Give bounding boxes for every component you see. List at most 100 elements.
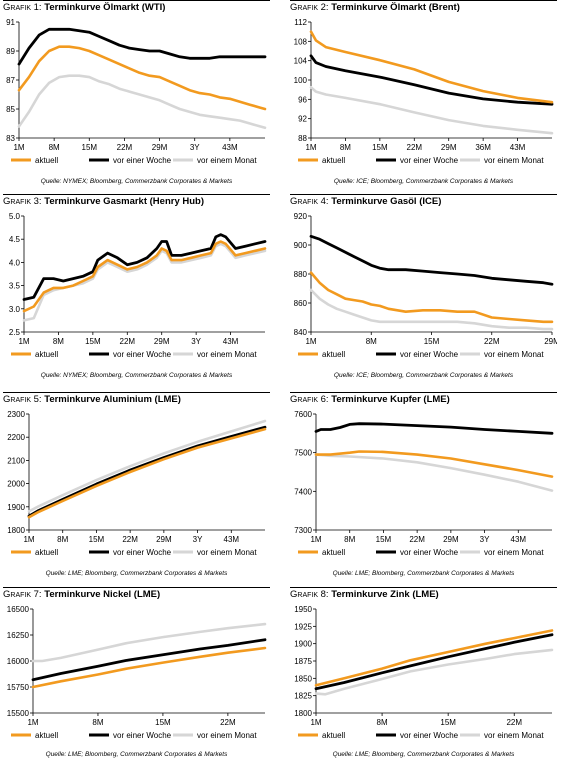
y-tick-label: 2.5 bbox=[9, 328, 21, 337]
y-tick-label: 1900 bbox=[294, 640, 312, 649]
y-tick-label: 1925 bbox=[294, 622, 312, 631]
legend-label: vor einer Woche bbox=[113, 548, 172, 557]
chart-title: Grafik 1: Terminkurve Ölmarkt (WTI) bbox=[3, 2, 165, 13]
legend-label: aktuell bbox=[35, 731, 58, 740]
legend-label: vor einer Woche bbox=[400, 156, 459, 165]
x-tick-label: 15M bbox=[376, 535, 392, 544]
chart-source: Quelle: ICE; Bloomberg, Commerzbank Corp… bbox=[333, 178, 514, 185]
x-tick-label: 29M bbox=[443, 535, 459, 544]
chart-panel-gasoil: Grafik 4: Terminkurve Gasöl (ICE) 840 860 8… bbox=[290, 194, 557, 386]
chart-number: Grafik 1: bbox=[3, 2, 42, 13]
y-tick-label: 83 bbox=[6, 134, 15, 143]
x-tick-label: 1M bbox=[23, 535, 34, 544]
series-line-aktuell bbox=[22, 240, 267, 313]
y-tick-label: 2300 bbox=[7, 410, 25, 419]
series-line-vor-einem-monat bbox=[22, 242, 267, 322]
y-tick-label: 104 bbox=[294, 57, 308, 66]
chart-title: Grafik 6: Terminkurve Kupfer (LME) bbox=[290, 394, 450, 405]
x-tick-label: 8M bbox=[49, 143, 60, 152]
legend-label: vor einem Monat bbox=[484, 548, 544, 557]
x-tick-label: 29M bbox=[156, 535, 172, 544]
x-tick-label: 1M bbox=[18, 337, 29, 346]
y-tick-label: 112 bbox=[294, 18, 307, 27]
y-tick-label: 15500 bbox=[7, 709, 30, 718]
chart-title: Grafik 7: Terminkurve Nickel (LME) bbox=[3, 589, 160, 600]
title-rule bbox=[3, 194, 270, 195]
chart-title-text: Terminkurve Ölmarkt (Brent) bbox=[331, 2, 460, 13]
y-tick-label: 1800 bbox=[7, 526, 25, 535]
y-tick-label: 92 bbox=[298, 115, 307, 124]
title-rule bbox=[290, 392, 557, 393]
legend-label: vor einem Monat bbox=[197, 731, 257, 740]
legend-label: aktuell bbox=[35, 350, 58, 359]
legend-label: vor einem Monat bbox=[197, 548, 257, 557]
chart-panel-zink: Grafik 8: Terminkurve Zink (LME) 1800 1825… bbox=[290, 587, 557, 765]
series-line-vor-einem-monat bbox=[17, 74, 267, 130]
y-tick-label: 15750 bbox=[7, 683, 30, 692]
title-rule bbox=[3, 587, 270, 588]
series-line-vor-einer-woche bbox=[309, 54, 554, 106]
chart-title: Grafik 3: Terminkurve Gasmarkt (Henry Hu… bbox=[3, 196, 204, 207]
series-line-aktuell bbox=[27, 427, 267, 519]
x-tick-label: 15M bbox=[82, 143, 98, 152]
chart-title-text: Terminkurve Aluminium (LME) bbox=[44, 394, 181, 405]
y-tick-label: 2200 bbox=[7, 433, 25, 442]
x-tick-label: 22M bbox=[407, 143, 423, 152]
y-tick-label: 85 bbox=[6, 105, 15, 114]
series-line-vor-einer-woche bbox=[17, 27, 267, 66]
chart-number: Grafik 6: bbox=[290, 394, 329, 405]
chart-source: Quelle: NYMEX; Bloomberg, Commerzbank Co… bbox=[40, 372, 233, 379]
series-line-aktuell bbox=[314, 629, 554, 687]
x-tick-label: 15M bbox=[89, 535, 105, 544]
y-tick-label: 880 bbox=[294, 270, 308, 279]
chart-title-text: Terminkurve Gasöl (ICE) bbox=[331, 196, 442, 207]
y-tick-label: 16500 bbox=[7, 605, 30, 614]
x-tick-label: 22M bbox=[120, 337, 136, 346]
chart-title: Grafik 4: Terminkurve Gasöl (ICE) bbox=[290, 196, 441, 207]
y-tick-label: 920 bbox=[294, 212, 308, 221]
x-tick-label: 22M bbox=[117, 143, 133, 152]
legend-label: aktuell bbox=[322, 731, 345, 740]
x-tick-label: 1M bbox=[27, 718, 38, 727]
x-tick-label: 15M bbox=[440, 718, 456, 727]
legend-label: vor einer Woche bbox=[400, 731, 459, 740]
legend-label: vor einem Monat bbox=[484, 156, 544, 165]
series-line-aktuell bbox=[17, 45, 267, 111]
series-line-vor-einem-monat bbox=[309, 288, 554, 331]
legend-label: vor einem Monat bbox=[197, 350, 257, 359]
chart-panel-nickel: Grafik 7: Terminkurve Nickel (LME) 15500 1… bbox=[3, 587, 270, 765]
x-tick-label: 3Y bbox=[191, 337, 201, 346]
legend-label: vor einer Woche bbox=[113, 731, 172, 740]
x-tick-label: 8M bbox=[377, 718, 388, 727]
chart-panel-aluminium: Grafik 5: Terminkurve Aluminium (LME) 180… bbox=[3, 392, 270, 584]
series-line-vor-einer-woche bbox=[309, 234, 554, 286]
x-tick-label: 8M bbox=[92, 718, 103, 727]
x-tick-label: 43M bbox=[222, 143, 238, 152]
legend-label: aktuell bbox=[322, 350, 345, 359]
x-tick-label: 22M bbox=[122, 535, 138, 544]
series-line-vor-einer-woche bbox=[314, 633, 554, 691]
chart-number: Grafik 7: bbox=[3, 589, 42, 600]
legend-label: vor einem Monat bbox=[484, 731, 544, 740]
chart-title-text: Terminkurve Gasmarkt (Henry Hub) bbox=[44, 196, 205, 207]
x-tick-label: 3Y bbox=[190, 143, 200, 152]
x-tick-label: 3Y bbox=[193, 535, 203, 544]
title-rule bbox=[3, 0, 270, 1]
x-tick-label: 15M bbox=[372, 143, 388, 152]
chart-plot: 1800 1825 1850 1875 1900 1925 1950 1M 8M 15M 22M ak… bbox=[294, 605, 554, 740]
y-tick-label: 7600 bbox=[294, 410, 312, 419]
title-rule bbox=[290, 194, 557, 195]
legend-label: aktuell bbox=[322, 548, 345, 557]
x-tick-label: 22M bbox=[220, 718, 236, 727]
y-tick-label: 2100 bbox=[7, 456, 25, 465]
legend-label: vor einer Woche bbox=[400, 548, 459, 557]
y-tick-label: 3.5 bbox=[9, 282, 21, 291]
x-tick-label: 1M bbox=[13, 143, 24, 152]
chart-title: Grafik 5: Terminkurve Aluminium (LME) bbox=[3, 394, 181, 405]
series-line-vor-einer-woche bbox=[22, 233, 267, 301]
chart-source: Quelle: NYMEX; Bloomberg, Commerzbank Co… bbox=[40, 178, 233, 185]
x-tick-label: 43M bbox=[510, 143, 526, 152]
x-tick-label: 43M bbox=[224, 535, 240, 544]
series-line-vor-einer-woche bbox=[31, 638, 267, 682]
y-tick-label: 1900 bbox=[7, 503, 25, 512]
